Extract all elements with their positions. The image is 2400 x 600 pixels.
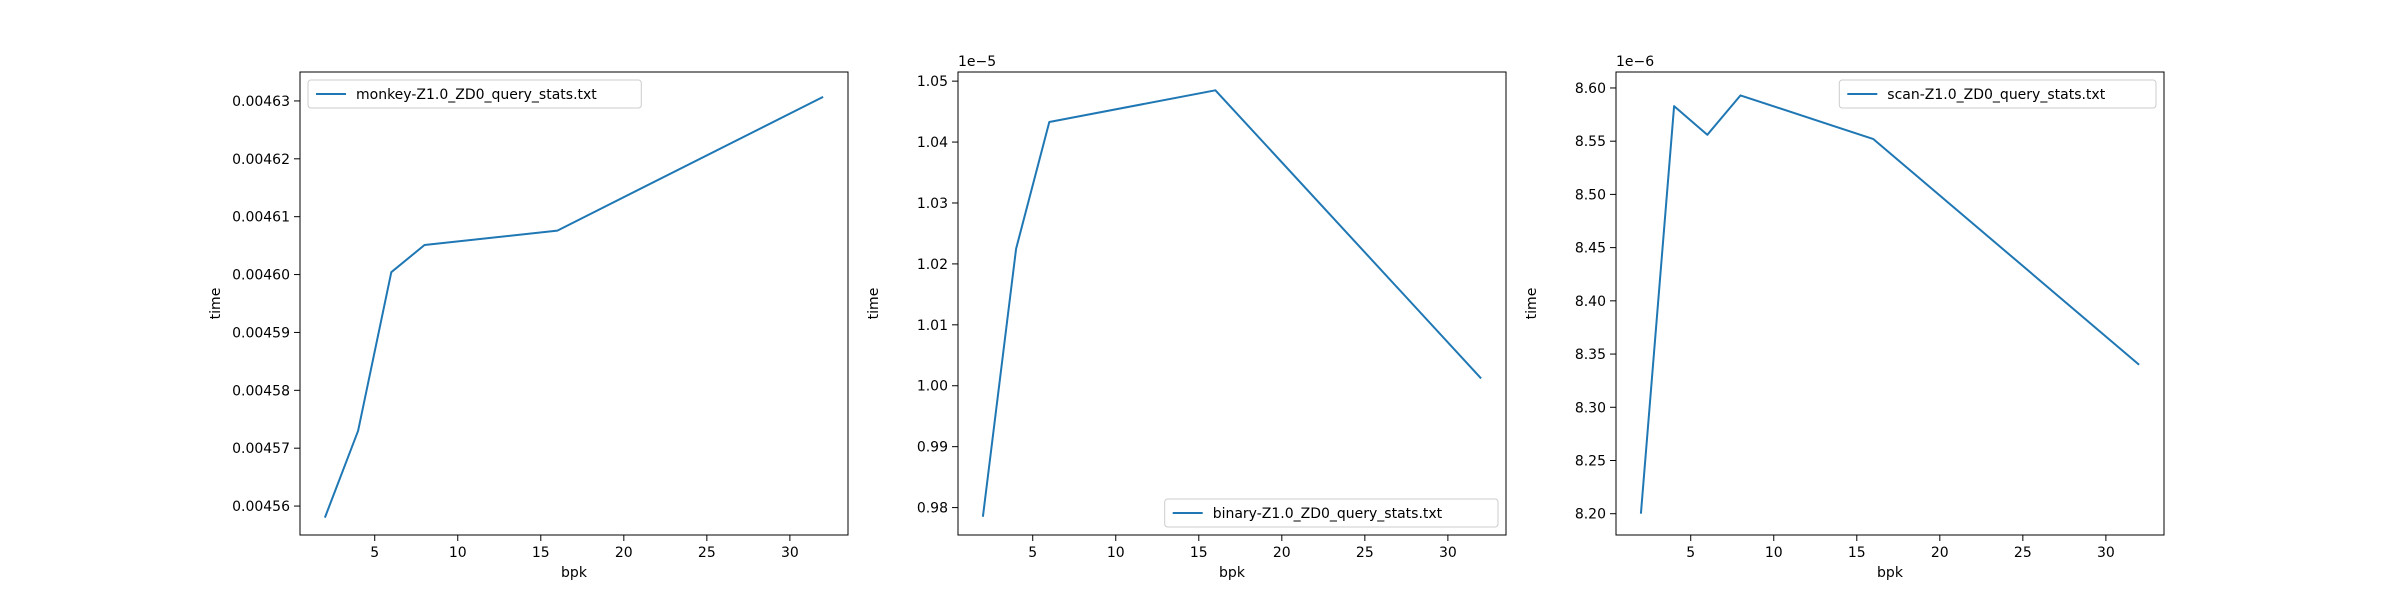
y-tick-label: 0.00456 — [232, 499, 290, 515]
chart-panel-3: 5 10 15 20 25 30 8.20 8.25 8.30 8.35 8.40 8.45 8.50 8… — [1524, 54, 2165, 581]
x-tick-label: 10 — [449, 545, 467, 561]
x-tick-label: 5 — [1028, 545, 1037, 561]
x-tick-label: 15 — [1848, 545, 1866, 561]
y-axis-label: time — [208, 288, 224, 320]
x-tick-label: 30 — [2097, 545, 2115, 561]
chart-panel-1: 5 10 15 20 25 30 0.00456 0.00457 0.00458 0.00459 0… — [208, 71, 849, 581]
y-tick-label: 0.00460 — [232, 268, 290, 284]
legend-box — [307, 79, 642, 109]
axis-offset-text: 1e−6 — [1616, 54, 1654, 70]
y-tick-label: 0.98 — [917, 501, 948, 517]
axes-frame — [299, 71, 849, 536]
y-tick-label: 8.55 — [1575, 134, 1606, 150]
series-line — [1639, 94, 2140, 514]
y-axis-label: time — [1524, 288, 1540, 320]
y-tick-label: 8.30 — [1575, 400, 1606, 416]
x-tick-label: 10 — [1765, 545, 1783, 561]
y-tick-label: 1.02 — [917, 257, 948, 273]
x-tick-label: 20 — [615, 545, 633, 561]
x-tick-label: 15 — [532, 545, 550, 561]
legend: monkey-Z1.0_ZD0_query_stats.txt — [307, 79, 642, 109]
axis-offset-text: 1e−5 — [958, 54, 996, 70]
y-tick-label: 1.04 — [917, 135, 948, 151]
y-tick-label: 8.60 — [1575, 81, 1606, 97]
y-tick-label: 0.00459 — [232, 325, 290, 341]
x-axis-label: bpk — [561, 565, 588, 581]
y-tick-label: 1.03 — [917, 196, 948, 212]
y-tick-label: 8.40 — [1575, 294, 1606, 310]
x-tick-label: 5 — [1686, 545, 1695, 561]
legend-label: scan-Z1.0_ZD0_query_stats.txt — [1887, 87, 2105, 103]
x-tick-label: 25 — [2014, 545, 2032, 561]
legend-box — [1838, 79, 2157, 109]
x-tick-label: 20 — [1273, 545, 1291, 561]
y-tick-label: 1.00 — [917, 379, 948, 395]
x-tick-label: 10 — [1107, 545, 1125, 561]
series-line — [323, 96, 824, 518]
y-tick-label: 8.20 — [1575, 507, 1606, 523]
x-axis-label: bpk — [1219, 565, 1246, 581]
y-tick-label: 1.05 — [917, 74, 948, 90]
legend-label: monkey-Z1.0_ZD0_query_stats.txt — [356, 87, 597, 103]
x-tick-label: 20 — [1931, 545, 1949, 561]
y-tick-label: 1.01 — [917, 318, 948, 334]
y-tick-label: 0.00461 — [232, 210, 290, 226]
legend: scan-Z1.0_ZD0_query_stats.txt — [1838, 79, 2157, 109]
x-tick-label: 25 — [698, 545, 716, 561]
legend: binary-Z1.0_ZD0_query_stats.txt — [1164, 498, 1499, 528]
y-tick-label: 0.00458 — [232, 383, 290, 399]
series-line — [981, 89, 1482, 517]
legend-label: binary-Z1.0_ZD0_query_stats.txt — [1213, 506, 1443, 522]
y-tick-label: 0.00463 — [232, 94, 290, 110]
axes-frame — [1615, 71, 2165, 536]
x-tick-label: 30 — [781, 545, 799, 561]
x-tick-label: 15 — [1190, 545, 1208, 561]
x-tick-label: 5 — [370, 545, 379, 561]
x-tick-label: 25 — [1356, 545, 1374, 561]
y-tick-label: 0.00457 — [232, 441, 290, 457]
y-tick-label: 8.45 — [1575, 241, 1606, 257]
y-tick-label: 8.35 — [1575, 347, 1606, 363]
y-tick-label: 8.25 — [1575, 453, 1606, 469]
y-tick-label: 8.50 — [1575, 187, 1606, 203]
y-axis-label: time — [866, 288, 882, 320]
x-tick-label: 30 — [1439, 545, 1457, 561]
y-tick-label: 0.99 — [917, 440, 948, 456]
chart-panel-2: 5 10 15 20 25 30 0.98 0.99 1.00 1.01 1.02 1.03 1.04 1… — [866, 54, 1507, 581]
x-axis-label: bpk — [1877, 565, 1904, 581]
y-tick-label: 0.00462 — [232, 152, 290, 168]
legend-box — [1164, 498, 1499, 528]
axes-frame — [957, 71, 1507, 536]
